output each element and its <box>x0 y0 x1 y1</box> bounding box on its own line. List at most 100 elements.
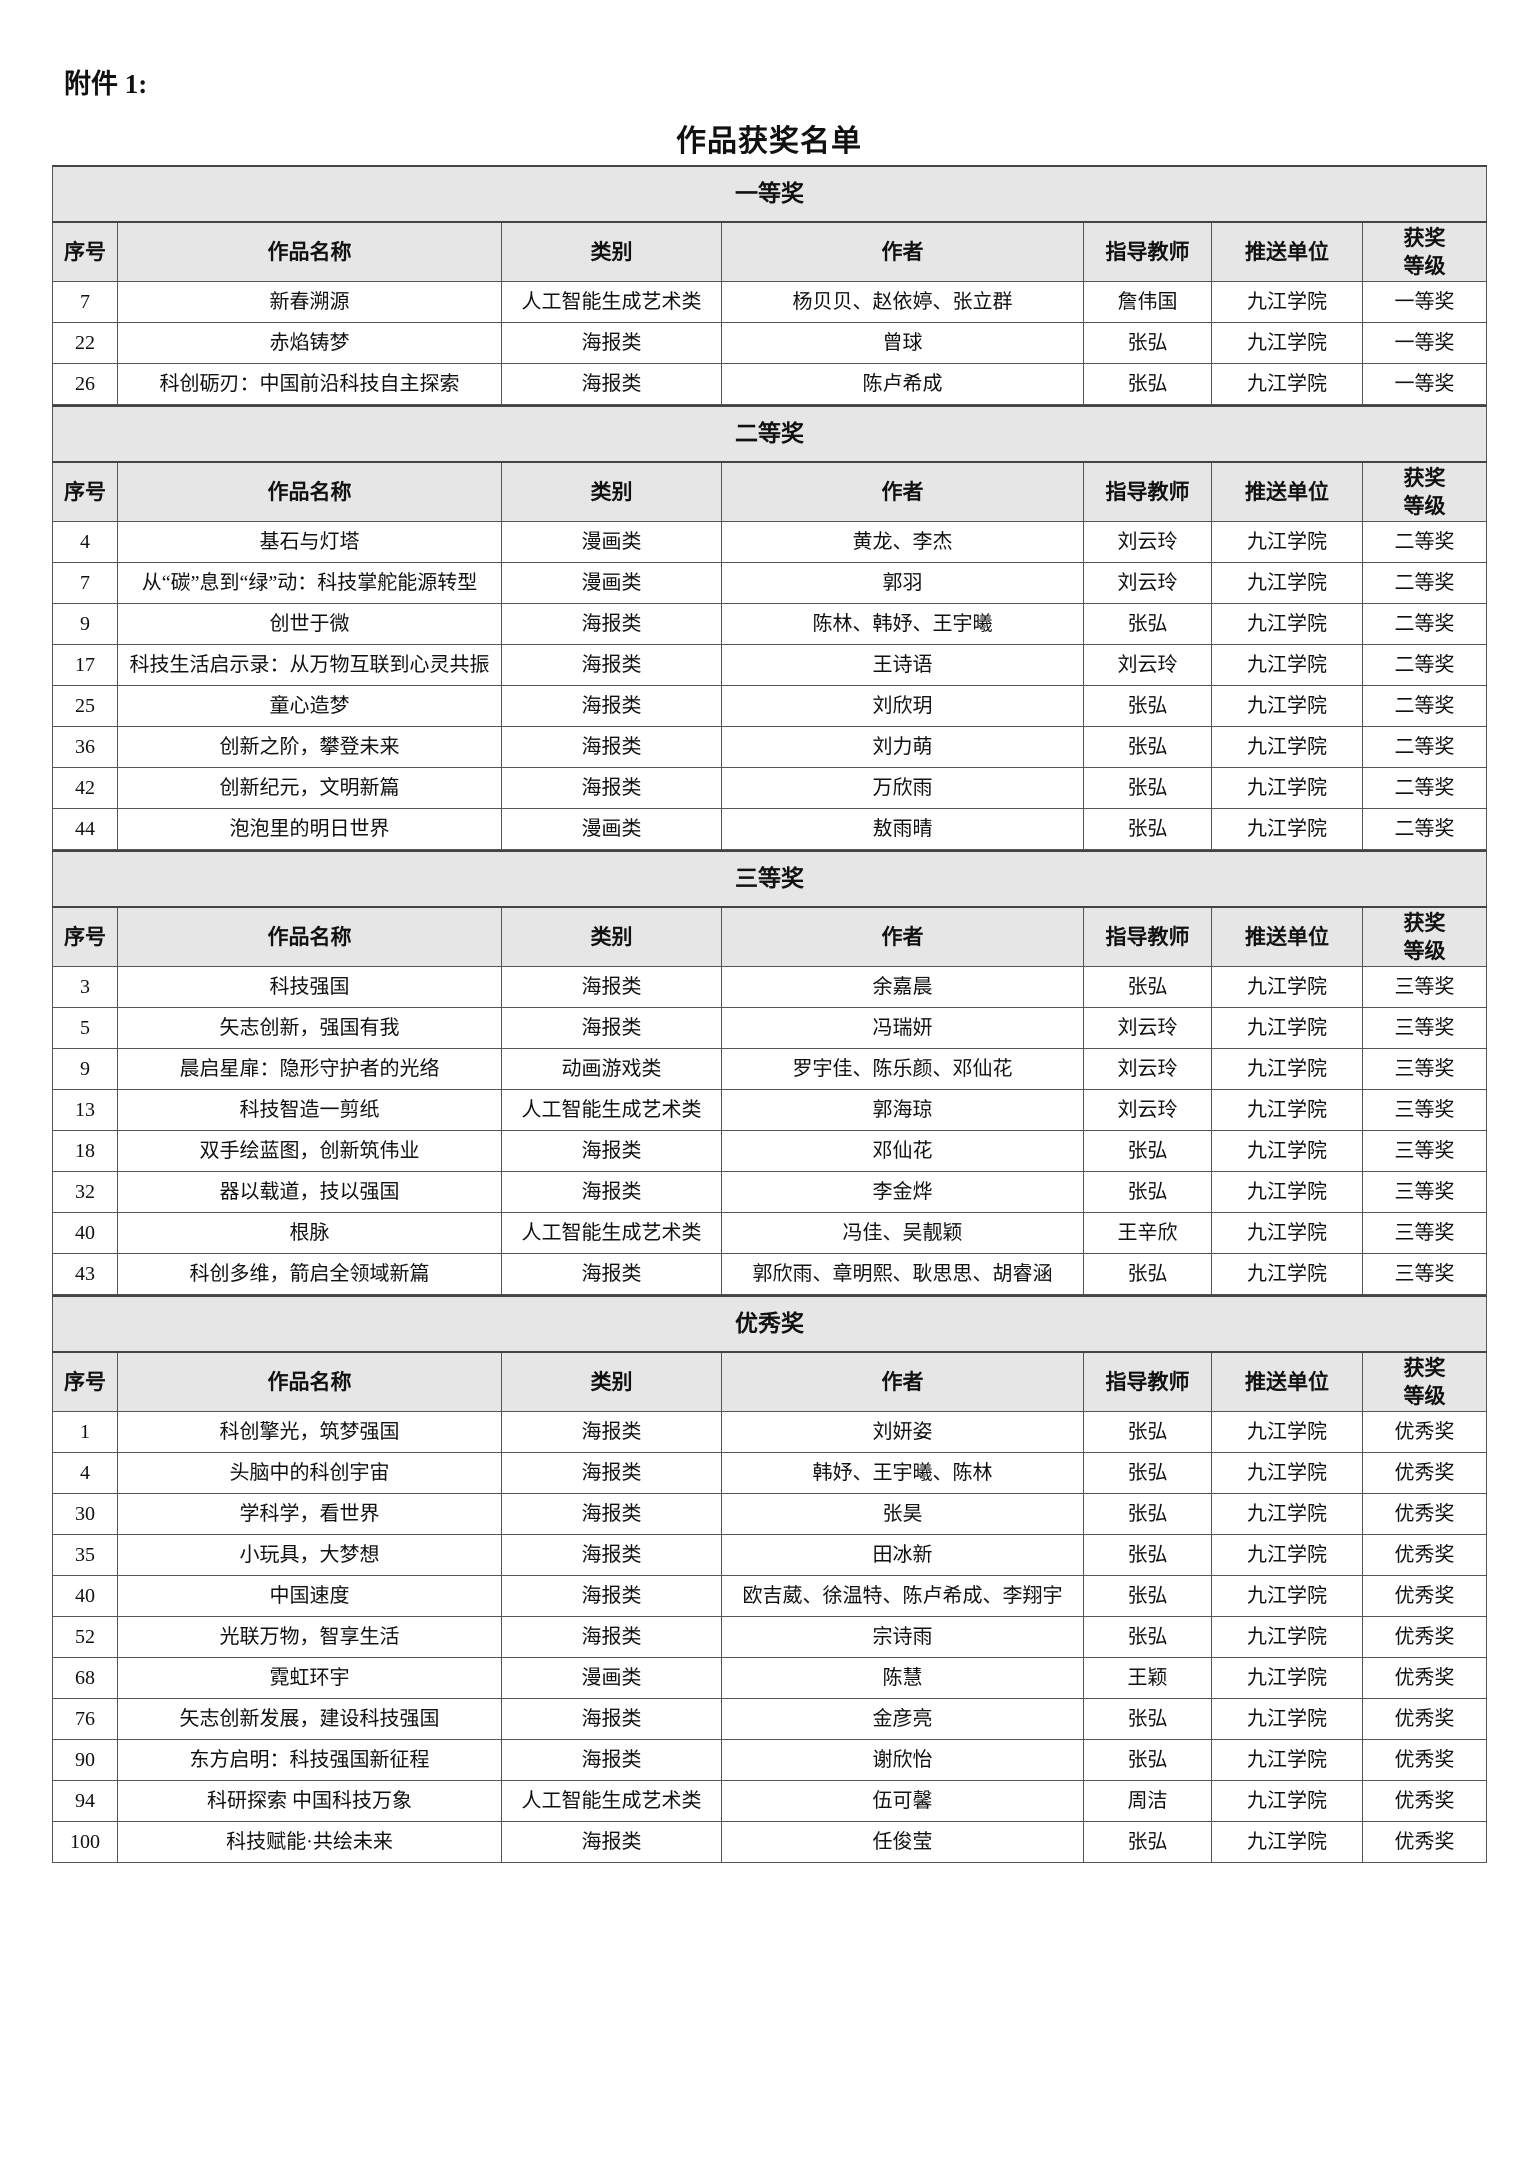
cell-advisor: 张弘 <box>1083 966 1212 1008</box>
cell-award-level: 一等奖 <box>1361 322 1488 364</box>
cell-advisor: 张弘 <box>1083 1130 1212 1172</box>
cell-index: 30 <box>52 1493 118 1535</box>
cell-unit: 九江学院 <box>1211 1493 1363 1535</box>
cell-unit: 九江学院 <box>1211 1780 1363 1822</box>
table-row: 30 学科学，看世界 海报类 张昊 张弘 九江学院 优秀奖 <box>52 1493 1488 1535</box>
section-title: 二等奖 <box>51 405 1488 463</box>
cell-category: 漫画类 <box>501 562 722 604</box>
cell-award-level: 二等奖 <box>1361 644 1488 686</box>
cell-category: 海报类 <box>501 603 722 645</box>
cell-unit: 九江学院 <box>1211 1739 1363 1781</box>
cell-award-level: 优秀奖 <box>1361 1493 1488 1535</box>
cell-award-level: 二等奖 <box>1361 562 1488 604</box>
cell-index: 26 <box>52 363 118 405</box>
table-row: 40 根脉 人工智能生成艺术类 冯佳、吴靓颖 王辛欣 九江学院 三等奖 <box>52 1212 1488 1254</box>
table-row: 4 基石与灯塔 漫画类 黄龙、李杰 刘云玲 九江学院 二等奖 <box>52 521 1488 563</box>
cell-advisor: 张弘 <box>1083 1575 1212 1617</box>
table-row: 18 双手绘蓝图，创新筑伟业 海报类 邓仙花 张弘 九江学院 三等奖 <box>52 1130 1488 1172</box>
cell-advisor: 张弘 <box>1083 1452 1212 1494</box>
table-row: 76 矢志创新发展，建设科技强国 海报类 金彦亮 张弘 九江学院 优秀奖 <box>52 1698 1488 1740</box>
cell-category: 动画游戏类 <box>501 1048 722 1090</box>
cell-advisor: 张弘 <box>1083 1821 1212 1863</box>
cell-author: 欧吉葳、徐温特、陈卢希成、李翔宇 <box>721 1575 1084 1617</box>
cell-advisor: 张弘 <box>1083 1616 1212 1658</box>
cell-index: 44 <box>52 808 118 850</box>
cell-author: 陈慧 <box>721 1657 1084 1699</box>
cell-author: 冯瑞妍 <box>721 1007 1084 1049</box>
cell-author: 罗宇佳、陈乐颜、邓仙花 <box>721 1048 1084 1090</box>
column-header-advisor: 指导教师 <box>1083 461 1212 522</box>
cell-author: 李金烨 <box>721 1171 1084 1213</box>
table-row: 43 科创多维，箭启全领域新篇 海报类 郭欣雨、章明熙、耿思思、胡睿涵 张弘 九江学院 三等… <box>52 1253 1488 1295</box>
cell-advisor: 张弘 <box>1083 1698 1212 1740</box>
cell-author: 万欣雨 <box>721 767 1084 809</box>
cell-category: 海报类 <box>501 1452 722 1494</box>
cell-advisor: 张弘 <box>1083 1411 1212 1453</box>
cell-title: 创新纪元，文明新篇 <box>117 767 502 809</box>
cell-award-level: 三等奖 <box>1361 1253 1488 1295</box>
cell-category: 海报类 <box>501 1616 722 1658</box>
cell-unit: 九江学院 <box>1211 808 1363 850</box>
cell-index: 4 <box>52 521 118 563</box>
cell-category: 海报类 <box>501 1007 722 1049</box>
cell-title: 创新之阶，攀登未来 <box>117 726 502 768</box>
cell-author: 金彦亮 <box>721 1698 1084 1740</box>
cell-index: 25 <box>52 685 118 727</box>
cell-category: 海报类 <box>501 1534 722 1576</box>
cell-advisor: 张弘 <box>1083 1534 1212 1576</box>
cell-unit: 九江学院 <box>1211 726 1363 768</box>
cell-award-level: 优秀奖 <box>1361 1452 1488 1494</box>
cell-advisor: 王颖 <box>1083 1657 1212 1699</box>
table-row: 22 赤焰铸梦 海报类 曾球 张弘 九江学院 一等奖 <box>52 322 1488 364</box>
column-header-unit: 推送单位 <box>1211 221 1363 282</box>
cell-award-level: 二等奖 <box>1361 685 1488 727</box>
column-header-award-level: 获奖 等级 <box>1361 906 1488 967</box>
cell-advisor: 张弘 <box>1083 603 1212 645</box>
cell-title: 童心造梦 <box>117 685 502 727</box>
cell-advisor: 张弘 <box>1083 1171 1212 1213</box>
cell-award-level: 三等奖 <box>1361 1048 1488 1090</box>
cell-title: 矢志创新，强国有我 <box>117 1007 502 1049</box>
cell-award-level: 三等奖 <box>1361 1212 1488 1254</box>
cell-title: 头脑中的科创宇宙 <box>117 1452 502 1494</box>
cell-advisor: 周洁 <box>1083 1780 1212 1822</box>
cell-category: 漫画类 <box>501 521 722 563</box>
cell-index: 18 <box>52 1130 118 1172</box>
cell-index: 5 <box>52 1007 118 1049</box>
cell-author: 邓仙花 <box>721 1130 1084 1172</box>
column-header-title: 作品名称 <box>117 461 502 522</box>
cell-title: 学科学，看世界 <box>117 1493 502 1535</box>
cell-index: 9 <box>52 603 118 645</box>
cell-index: 1 <box>52 1411 118 1453</box>
column-header-index: 序号 <box>52 221 118 282</box>
section-header: 三等奖 <box>51 850 1488 908</box>
cell-unit: 九江学院 <box>1211 322 1363 364</box>
cell-index: 17 <box>52 644 118 686</box>
cell-index: 100 <box>52 1821 118 1863</box>
cell-award-level: 二等奖 <box>1361 521 1488 563</box>
column-header-index: 序号 <box>52 1351 118 1412</box>
cell-unit: 九江学院 <box>1211 562 1363 604</box>
cell-title: 东方启明：科技强国新征程 <box>117 1739 502 1781</box>
cell-category: 海报类 <box>501 1253 722 1295</box>
cell-award-level: 三等奖 <box>1361 1171 1488 1213</box>
cell-unit: 九江学院 <box>1211 1411 1363 1453</box>
cell-category: 海报类 <box>501 363 722 405</box>
award-tables: 一等奖 序号 作品名称 类别 作者 指导教师 推送单位 获奖 等级 7 新春溯源 人工智能生成艺术类… <box>51 165 1488 1863</box>
cell-title: 双手绘蓝图，创新筑伟业 <box>117 1130 502 1172</box>
cell-category: 漫画类 <box>501 808 722 850</box>
cell-advisor: 张弘 <box>1083 363 1212 405</box>
cell-advisor: 刘云玲 <box>1083 1089 1212 1131</box>
table-row: 7 从“碳”息到“绿”动：科技掌舵能源转型 漫画类 郭羽 刘云玲 九江学院 二等奖 <box>52 562 1488 604</box>
table-row: 100 科技赋能·共绘未来 海报类 任俊莹 张弘 九江学院 优秀奖 <box>52 1821 1488 1863</box>
cell-index: 42 <box>52 767 118 809</box>
award-table: 二等奖 序号 作品名称 类别 作者 指导教师 推送单位 获奖 等级 4 基石与灯塔 漫画类 黄龙、李杰… <box>51 405 1488 850</box>
column-header-category: 类别 <box>501 461 722 522</box>
cell-index: 40 <box>52 1575 118 1617</box>
cell-title: 器以载道，技以强国 <box>117 1171 502 1213</box>
column-header-award-level: 获奖 等级 <box>1361 221 1488 282</box>
section-title: 三等奖 <box>51 850 1488 908</box>
column-header-category: 类别 <box>501 221 722 282</box>
cell-index: 22 <box>52 322 118 364</box>
award-table: 一等奖 序号 作品名称 类别 作者 指导教师 推送单位 获奖 等级 7 新春溯源 人工智能生成艺术类… <box>51 165 1488 405</box>
